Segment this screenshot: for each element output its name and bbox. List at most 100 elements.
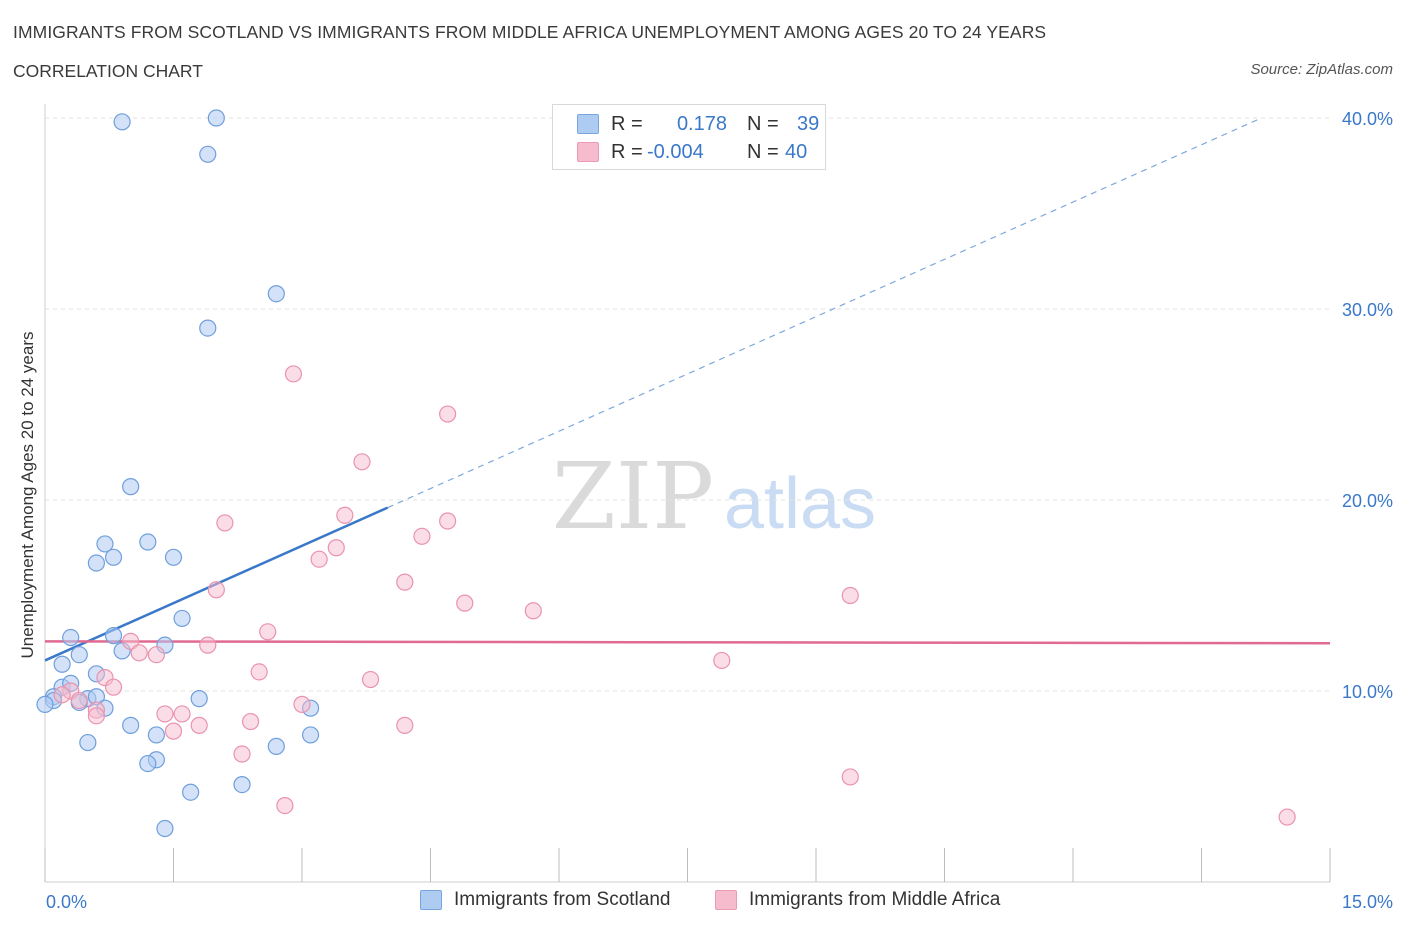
legend-r-value-scotland: 0.178 xyxy=(676,112,727,135)
data-point-middle-africa xyxy=(164,722,183,740)
data-point-middle-africa xyxy=(242,712,260,731)
data-point-scotland xyxy=(36,695,54,713)
y-tick-label: 10.0% xyxy=(1342,682,1393,702)
data-point-scotland xyxy=(267,285,285,303)
trend-line-scotland-extension xyxy=(387,117,1262,509)
data-point-scotland xyxy=(113,113,131,131)
data-point-scotland xyxy=(207,109,225,127)
data-point-scotland xyxy=(199,145,217,163)
data-point-scotland xyxy=(96,535,114,553)
data-point-middle-africa xyxy=(147,646,165,664)
data-point-middle-africa xyxy=(1278,808,1296,826)
data-point-middle-africa xyxy=(190,716,208,734)
data-point-middle-africa xyxy=(259,623,277,641)
trend-line-middle-africa xyxy=(44,640,1331,645)
data-point-middle-africa xyxy=(713,651,731,670)
data-point-middle-africa xyxy=(413,527,431,545)
data-point-middle-africa xyxy=(276,796,294,815)
data-point-middle-africa xyxy=(122,632,140,650)
source-label: Source: ZipAtlas.com xyxy=(1250,61,1393,78)
legend-n-value-middle-africa: 40 xyxy=(785,140,808,163)
data-point-scotland xyxy=(190,690,208,708)
data-point-scotland xyxy=(122,716,140,734)
data-point-middle-africa xyxy=(130,644,148,662)
correlation-legend: R = 0.178 N = 39 R = -0.004 N = 40 xyxy=(552,104,826,170)
data-point-middle-africa xyxy=(233,745,251,763)
y-tick-label: 40.0% xyxy=(1342,109,1393,129)
watermark-atlas: atlas xyxy=(724,464,876,544)
data-point-middle-africa xyxy=(396,716,414,734)
legend-label-middle-africa: Immigrants from Middle Africa xyxy=(749,889,1001,910)
data-point-middle-africa xyxy=(353,453,371,471)
data-point-middle-africa xyxy=(284,365,303,383)
data-point-middle-africa xyxy=(199,636,217,654)
data-point-middle-africa xyxy=(396,573,414,591)
data-point-middle-africa xyxy=(456,594,474,612)
trend-lines xyxy=(44,117,1331,662)
legend-item-middle-africa: Immigrants from Middle Africa xyxy=(715,889,1000,911)
series-scotland-points xyxy=(36,109,320,838)
y-axis-title: Unemployment Among Ages 20 to 24 years xyxy=(18,331,37,659)
legend-row-scotland: R = 0.178 N = 39 xyxy=(577,112,819,136)
legend-r-value-middle-africa: -0.004 xyxy=(647,140,704,163)
legend-swatch-pink xyxy=(577,142,599,162)
legend-item-scotland: Immigrants from Scotland xyxy=(420,889,670,911)
data-point-scotland xyxy=(79,733,97,752)
series-legend: Immigrants from Scotland Immigrants from… xyxy=(0,889,1406,917)
data-point-middle-africa xyxy=(156,705,174,723)
data-point-scotland xyxy=(199,319,217,337)
legend-n-label: N = xyxy=(747,112,779,135)
data-point-scotland xyxy=(301,726,320,744)
data-point-scotland xyxy=(147,726,165,744)
data-point-scotland xyxy=(164,548,183,566)
data-point-scotland xyxy=(139,533,157,551)
x-tick-label-min: 0.0% xyxy=(46,892,87,912)
data-point-middle-africa xyxy=(87,707,106,725)
legend-label-scotland: Immigrants from Scotland xyxy=(454,889,671,910)
data-point-middle-africa xyxy=(336,506,354,524)
data-point-scotland xyxy=(173,609,191,628)
grid-lines xyxy=(45,117,1330,692)
data-point-middle-africa xyxy=(207,581,225,599)
data-point-scotland xyxy=(182,783,200,801)
data-point-middle-africa xyxy=(841,768,859,786)
data-point-middle-africa xyxy=(841,586,859,605)
data-point-scotland xyxy=(62,628,80,647)
data-point-middle-africa xyxy=(173,705,191,723)
data-point-scotland xyxy=(104,548,123,566)
data-point-scotland xyxy=(53,655,71,673)
legend-n-value-scotland: 39 xyxy=(797,112,820,135)
watermark-zip: ZIP xyxy=(552,443,714,550)
data-point-middle-africa xyxy=(250,663,268,681)
chart-subtitle: CORRELATION CHART xyxy=(13,61,203,81)
legend-r-label: R = xyxy=(611,112,643,135)
legend-r-label: R = xyxy=(611,140,643,163)
data-point-middle-africa xyxy=(439,405,457,423)
data-point-scotland xyxy=(70,646,88,664)
tick-labels: 10.0% 20.0% 30.0% 40.0% 0.0% 15.0% xyxy=(46,109,1393,912)
data-point-scotland xyxy=(87,554,106,572)
legend-swatch-blue xyxy=(577,114,599,134)
data-point-scotland xyxy=(104,627,123,645)
watermark: ZIP atlas xyxy=(552,443,876,550)
data-point-middle-africa xyxy=(361,670,380,689)
data-point-middle-africa xyxy=(216,514,234,532)
data-point-middle-africa xyxy=(293,695,311,713)
chart-title: IMMIGRANTS FROM SCOTLAND VS IMMIGRANTS F… xyxy=(13,22,1047,42)
axes xyxy=(44,104,1331,883)
data-point-scotland xyxy=(122,478,140,496)
y-tick-label: 30.0% xyxy=(1342,300,1393,320)
data-point-scotland xyxy=(233,775,251,794)
legend-row-middle-africa: R = -0.004 N = 40 xyxy=(577,140,807,164)
series-middle-africa-points xyxy=(53,365,1296,826)
data-point-middle-africa xyxy=(310,550,328,568)
data-point-middle-africa xyxy=(53,686,71,704)
y-tick-label: 20.0% xyxy=(1342,491,1393,511)
data-point-middle-africa xyxy=(104,678,123,696)
data-point-middle-africa xyxy=(327,539,345,557)
data-point-scotland xyxy=(156,819,174,838)
data-point-middle-africa xyxy=(70,691,88,710)
legend-n-label: N = xyxy=(747,140,779,163)
data-point-middle-africa xyxy=(439,512,457,530)
